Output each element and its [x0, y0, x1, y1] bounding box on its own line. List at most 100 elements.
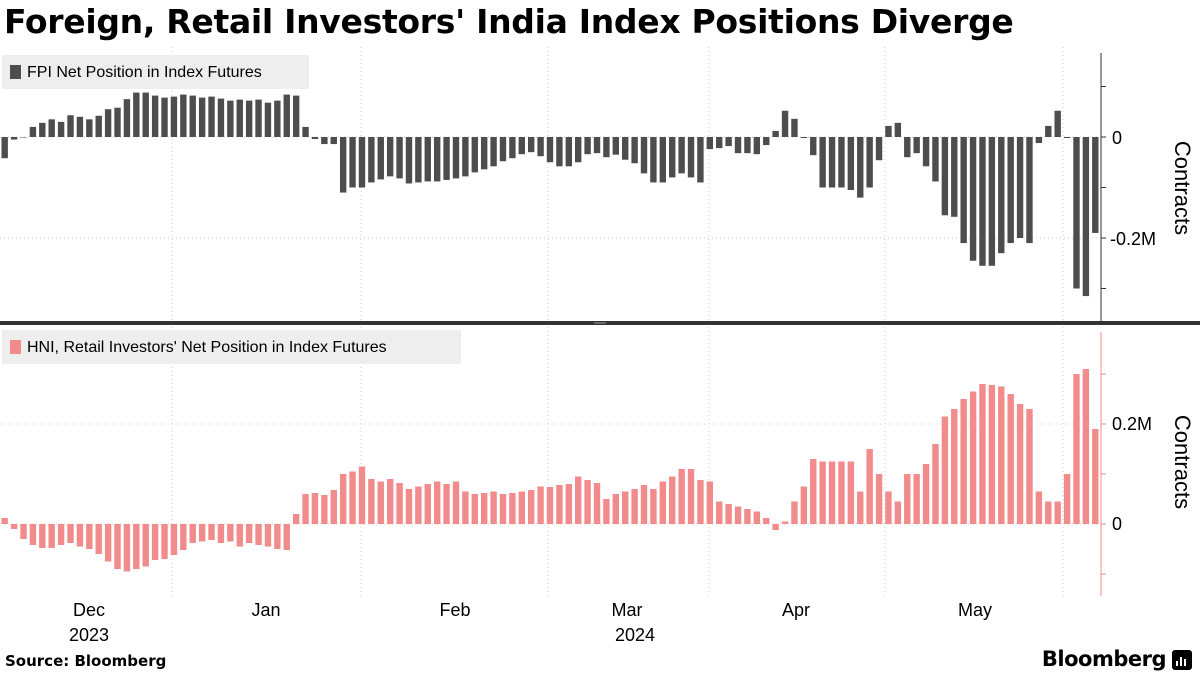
hni-bar: [828, 461, 836, 524]
hni-bar: [556, 485, 563, 524]
fpi-bar: [1026, 137, 1033, 244]
hni-bar: [198, 524, 206, 542]
hni-bar: [245, 524, 253, 543]
hni-bar: [960, 399, 967, 524]
hni-bar: [518, 491, 525, 524]
hni-bar: [339, 474, 347, 524]
fpi-bar: [236, 99, 243, 137]
fpi-bar: [913, 137, 920, 154]
hni-bar: [104, 524, 112, 562]
fpi-bar: [941, 137, 949, 216]
fpi-bar: [828, 137, 836, 188]
hni-bar: [509, 493, 516, 524]
hni-bar: [433, 481, 441, 524]
fpi-bar: [1082, 137, 1090, 297]
hni-bar: [452, 481, 460, 524]
hni-bar: [781, 521, 789, 524]
fpi-bar: [697, 137, 704, 183]
hni-bar: [885, 491, 892, 524]
hni-bar: [95, 524, 102, 554]
fpi-bar: [274, 100, 281, 137]
fpi-ytick-minus-0.2m: -0.2M: [1110, 229, 1156, 249]
hni-bar: [687, 469, 695, 524]
fpi-bar: [706, 137, 714, 150]
hni-ytick-0.2m: 0.2M: [1112, 414, 1152, 434]
hni-legend-swatch: [10, 340, 21, 354]
fpi-bar: [631, 137, 638, 164]
hni-bar: [988, 385, 996, 524]
fpi-bar: [772, 130, 779, 137]
hni-bar: [565, 484, 572, 524]
fpi-bar: [593, 137, 601, 154]
fpi-bar: [104, 109, 112, 137]
fpi-bar: [151, 95, 159, 137]
hni-bar: [57, 524, 65, 545]
hni-bar: [1007, 394, 1014, 524]
hni-bar: [151, 524, 159, 560]
hni-bar: [490, 491, 497, 524]
hni-bar: [546, 487, 554, 524]
fpi-bar: [377, 137, 384, 180]
fpi-bar: [180, 94, 187, 137]
hni-bar: [1054, 501, 1061, 524]
hni-bar: [584, 480, 591, 524]
fpi-legend-swatch: [10, 65, 21, 79]
hni-bar: [123, 524, 131, 572]
xtick-apr: Apr: [782, 600, 810, 620]
hni-bar: [86, 524, 93, 549]
fpi-bar: [189, 95, 196, 137]
brand-logo: Bloomberg: [1041, 647, 1167, 671]
fpi-bar: [292, 95, 300, 137]
hni-bar: [161, 524, 168, 559]
hni-bar: [819, 461, 826, 524]
fpi-bar: [95, 115, 102, 137]
fpi-bar: [424, 137, 431, 182]
hni-bar: [170, 524, 178, 555]
source-note: Source: Bloomberg: [5, 652, 167, 670]
hni-bar: [659, 481, 667, 524]
fpi-bar: [988, 137, 996, 266]
fpi-bar: [76, 116, 84, 137]
fpi-bar: [10, 137, 18, 140]
fpi-bar: [509, 137, 516, 159]
fpi-bar: [1054, 110, 1061, 137]
hni-bar: [208, 524, 215, 540]
fpi-bar: [386, 137, 394, 177]
hni-bar: [499, 494, 507, 524]
fpi-bar: [725, 137, 732, 147]
fpi-bar: [612, 137, 620, 155]
hni-bar: [772, 524, 779, 530]
hni-bar: [76, 524, 84, 547]
xtick-dec: Dec: [73, 600, 105, 620]
fpi-bar: [142, 92, 149, 137]
hni-bar: [734, 506, 742, 524]
hni-bar: [640, 485, 648, 524]
fpi-bar: [960, 137, 967, 244]
hni-bar: [951, 409, 958, 524]
fpi-bar: [57, 121, 65, 137]
fpi-bar: [368, 137, 375, 183]
fpi-bar: [1063, 137, 1071, 139]
fpi-bar: [800, 137, 808, 139]
hni-bar: [622, 491, 629, 524]
fpi-bar: [396, 137, 403, 179]
fpi-bar: [405, 137, 413, 184]
hni-bar: [283, 524, 290, 550]
hni-bar: [800, 486, 808, 524]
fpi-bar: [339, 137, 347, 193]
fpi-bar: [480, 137, 488, 170]
fpi-bar: [1007, 137, 1014, 244]
fpi-bar: [857, 137, 864, 198]
hni-bar: [697, 480, 704, 524]
fpi-bar: [321, 137, 328, 145]
xtick-may: May: [958, 600, 992, 620]
hni-bar: [537, 486, 544, 524]
hni-bar: [1082, 369, 1090, 524]
fpi-bar: [781, 110, 789, 137]
fpi-bar: [462, 137, 469, 177]
fpi-bar: [123, 99, 131, 138]
hni-bar: [415, 486, 422, 524]
fpi-bar: [1016, 137, 1024, 238]
hni-bar: [678, 469, 685, 524]
